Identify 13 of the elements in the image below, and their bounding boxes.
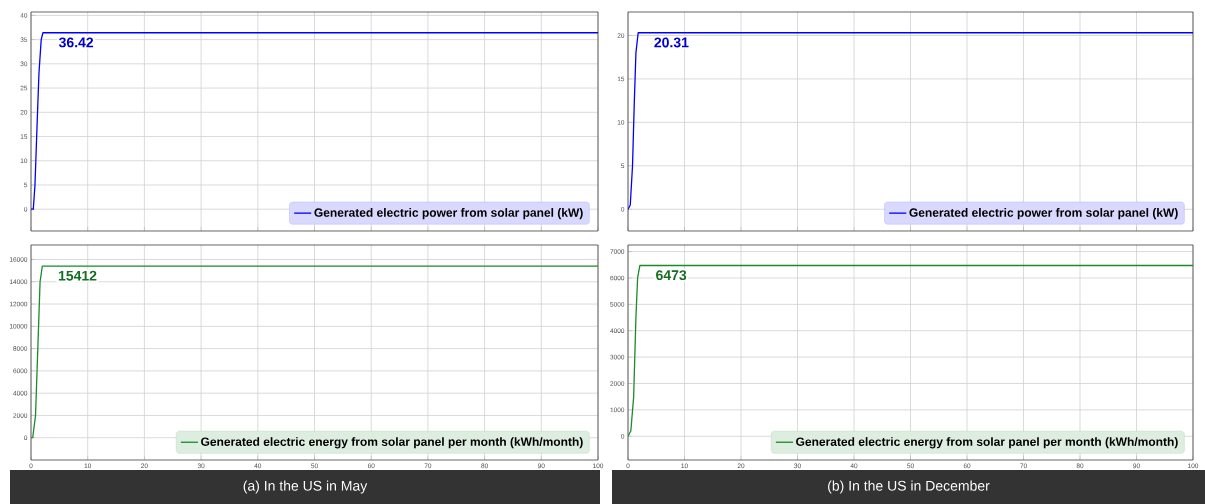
data-label: 36.42: [58, 37, 94, 48]
text: (b) In the US in December: [828, 480, 990, 494]
data-label: 15412: [58, 270, 97, 281]
line-series: [31, 32, 599, 210]
data-label: 6473: [656, 270, 687, 281]
line-series: [31, 265, 599, 439]
legend-label: Generated electric power from solar panel (kW): [314, 208, 583, 220]
text: (a) In the US in May: [243, 480, 368, 494]
legend-label: Generated electric energy from solar panel per month (kWh/month): [796, 437, 1178, 449]
legend-label: Generated electric energy from solar panel per month (kWh/month): [201, 437, 583, 449]
data-label: 20.31: [654, 37, 689, 48]
legend-label: Generated electric power from solar panel (kW): [909, 208, 1178, 220]
line-series: [628, 264, 1194, 437]
